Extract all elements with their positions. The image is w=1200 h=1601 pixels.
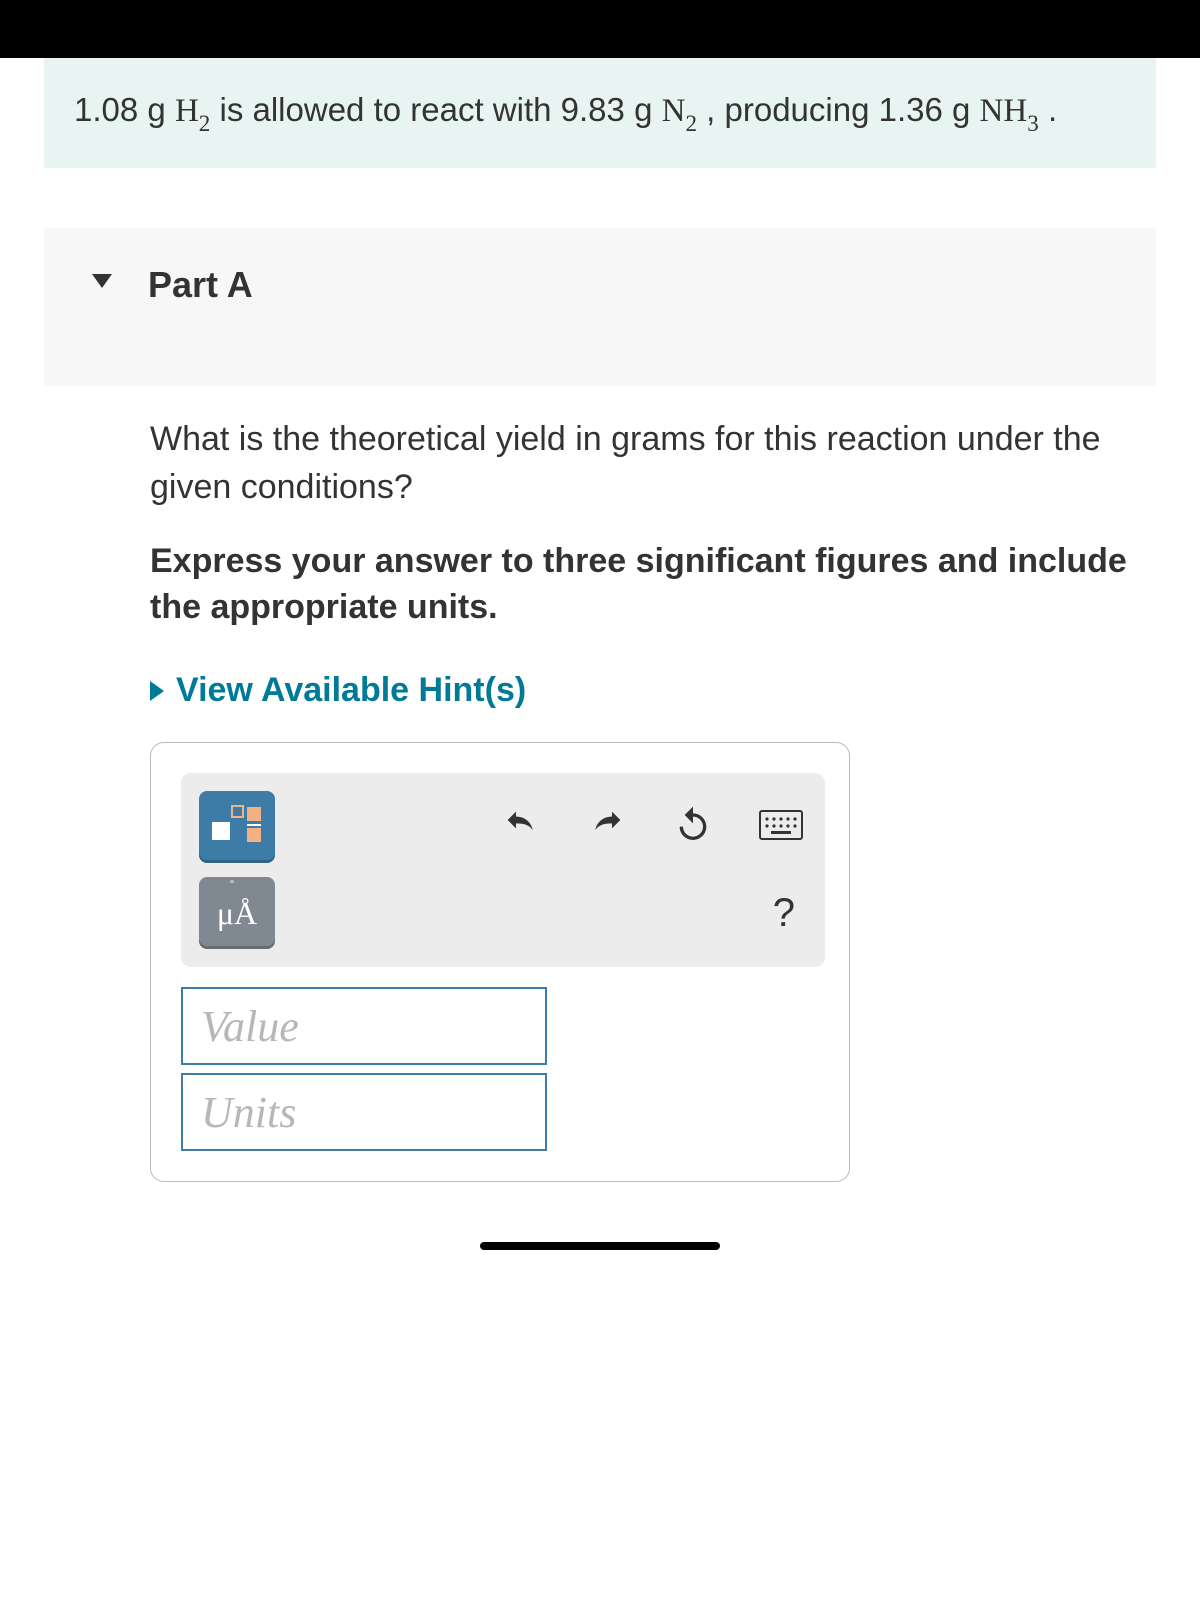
question-text: What is the theoretical yield in grams f…	[150, 416, 1156, 511]
h2-symbol: H	[175, 93, 199, 129]
answer-input-panel: ∘ μÅ ? Value Units	[150, 742, 850, 1182]
reset-button[interactable]	[673, 805, 713, 850]
undo-icon	[501, 805, 541, 845]
h2-subscript: 2	[199, 110, 211, 136]
value-placeholder: Value	[201, 1001, 299, 1052]
help-button[interactable]: ?	[773, 891, 803, 936]
n2-symbol: N	[662, 93, 686, 129]
equation-toolbar: ∘ μÅ ?	[181, 773, 825, 967]
home-indicator	[480, 1242, 720, 1250]
unit-g: g	[952, 91, 970, 128]
units-button-label: μÅ	[217, 895, 257, 931]
redo-button[interactable]	[587, 805, 627, 850]
keyboard-icon	[759, 810, 803, 840]
part-header[interactable]: Part A	[44, 228, 1156, 386]
mass-h2: 1.08	[74, 91, 138, 128]
text-segment-2: , producing	[706, 91, 878, 128]
view-hints-button[interactable]: View Available Hint(s)	[150, 671, 1156, 710]
units-input[interactable]: Units	[181, 1073, 547, 1151]
mass-n2: 9.83	[561, 91, 625, 128]
part-content: What is the theoretical yield in grams f…	[150, 416, 1156, 1182]
n2-subscript: 2	[685, 110, 697, 136]
templates-button[interactable]	[199, 791, 275, 863]
status-bar	[0, 0, 1200, 58]
text-segment-3: .	[1048, 91, 1057, 128]
part-title: Part A	[148, 264, 253, 306]
template-icon	[211, 804, 263, 850]
units-placeholder: Units	[201, 1087, 296, 1138]
answer-instruction: Express your answer to three significant…	[150, 539, 1156, 631]
reset-icon	[673, 805, 713, 845]
unit-g: g	[147, 91, 165, 128]
nh3-subscript: 3	[1027, 110, 1039, 136]
hints-label: View Available Hint(s)	[176, 671, 526, 710]
mass-nh3: 1.36	[879, 91, 943, 128]
chevron-right-icon	[150, 681, 164, 701]
problem-statement: 1.08 g H2 is allowed to react with 9.83 …	[44, 58, 1156, 168]
unit-g: g	[634, 91, 652, 128]
nh3-symbol: NH	[980, 93, 1028, 129]
value-input[interactable]: Value	[181, 987, 547, 1065]
units-symbols-button[interactable]: ∘ μÅ	[199, 877, 275, 949]
chevron-down-icon	[92, 274, 112, 288]
redo-icon	[587, 805, 627, 845]
keyboard-button[interactable]	[759, 810, 803, 845]
undo-button[interactable]	[501, 805, 541, 850]
text-segment-1: is allowed to react with	[220, 91, 561, 128]
